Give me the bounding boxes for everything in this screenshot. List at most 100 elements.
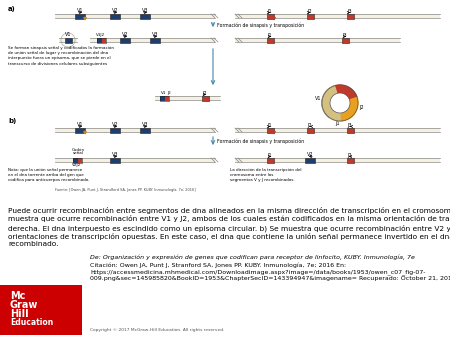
Text: orientaciones de transcripción opuestas. En este caso, el dna que contiene la un: orientaciones de transcripción opuestas.… xyxy=(8,233,450,240)
Bar xyxy=(55,128,215,132)
Text: J2: J2 xyxy=(360,104,364,110)
Text: V1: V1 xyxy=(77,122,83,127)
Bar xyxy=(120,38,130,43)
Text: a): a) xyxy=(8,6,16,12)
Bar xyxy=(306,127,314,132)
Bar xyxy=(266,38,274,43)
Bar xyxy=(78,158,82,163)
Bar xyxy=(305,158,315,163)
Text: Puede ocurrir recombinación entre segmentos de dna alineados en la misma direcci: Puede ocurrir recombinación entre segmen… xyxy=(8,207,450,215)
Bar xyxy=(235,158,440,162)
Text: señal: señal xyxy=(72,151,83,155)
Text: Nota: que la unión señal permanece
en el dna torrente arriba del gen que
codific: Nota: que la unión señal permanece en el… xyxy=(8,168,90,183)
Text: b): b) xyxy=(8,118,16,124)
Bar xyxy=(150,38,160,43)
Text: J1: J1 xyxy=(268,8,272,14)
Bar xyxy=(306,14,314,19)
Text: J2: J2 xyxy=(202,91,207,96)
Text: Fuente: [Owen JA, Punt J, Strandford SA, Jones PP. KUBY. Inmunología, 7e; 2016]: Fuente: [Owen JA, Punt J, Strandford SA,… xyxy=(55,188,196,192)
Text: V3: V3 xyxy=(112,152,118,158)
Bar xyxy=(64,38,72,43)
Text: V2J2: V2J2 xyxy=(72,163,81,167)
Polygon shape xyxy=(329,85,357,100)
Text: V1: V1 xyxy=(65,32,71,38)
Bar xyxy=(140,14,150,19)
Text: muestra que ocurre recombinación entre V1 y J2, ambos de los cuales están codifi: muestra que ocurre recombinación entre V… xyxy=(8,216,450,222)
Text: Codón: Codón xyxy=(72,148,85,152)
Polygon shape xyxy=(84,18,86,20)
Bar xyxy=(55,158,215,162)
Text: J3: J3 xyxy=(348,8,352,14)
Text: J1: J1 xyxy=(268,152,272,158)
Text: V1: V1 xyxy=(315,97,321,101)
Text: V1J2: V1J2 xyxy=(96,33,106,37)
Text: Citación: Owen JA, Punt J, Stranford SA, Jones PP. KUBY. Inmunología, 7e; 2016 E: Citación: Owen JA, Punt J, Stranford SA,… xyxy=(90,262,346,267)
Text: derecha. El dna interpuesto es escindido como un episoma circular. b) Se muestra: derecha. El dna interpuesto es escindido… xyxy=(8,224,450,232)
Text: J1: J1 xyxy=(268,122,272,127)
Polygon shape xyxy=(322,86,340,121)
Bar xyxy=(266,158,274,163)
Bar xyxy=(75,14,85,19)
Text: J3: J3 xyxy=(348,122,352,127)
Text: J2: J2 xyxy=(167,91,171,95)
Text: V3: V3 xyxy=(142,122,148,127)
Bar xyxy=(75,127,85,132)
Bar xyxy=(0,285,82,335)
Bar xyxy=(110,14,120,19)
Text: Copyright © 2017 McGraw-Hill Education. All rights reserved.: Copyright © 2017 McGraw-Hill Education. … xyxy=(90,328,225,332)
Bar xyxy=(165,96,169,100)
Bar xyxy=(140,127,150,132)
Text: V1: V1 xyxy=(161,91,166,95)
Text: V3: V3 xyxy=(142,8,148,14)
Bar xyxy=(346,127,354,132)
Bar xyxy=(73,158,78,163)
Text: Mc: Mc xyxy=(10,291,25,301)
Bar xyxy=(110,158,120,163)
Bar xyxy=(160,96,165,100)
Bar xyxy=(73,158,82,163)
Bar xyxy=(235,128,440,132)
Text: J2: J2 xyxy=(308,8,312,14)
Text: Hill: Hill xyxy=(10,309,29,319)
Text: Se forman sinapsis señal y codificados la formación
de unión señal de lugar y re: Se forman sinapsis señal y codificados l… xyxy=(8,46,114,66)
Text: Graw: Graw xyxy=(10,300,38,310)
Polygon shape xyxy=(84,131,86,134)
Polygon shape xyxy=(322,89,334,118)
Text: La dirección de la transcripción del
cromosoma entre los
segmentos V y J recombi: La dirección de la transcripción del cro… xyxy=(230,168,302,183)
Text: https://accessmedicina.mhmedical.com/Downloadimage.aspx?image=/data/books/1953/o: https://accessmedicina.mhmedical.com/Dow… xyxy=(90,269,426,275)
Bar xyxy=(266,127,274,132)
Text: V3: V3 xyxy=(152,32,158,38)
Text: De: Organización y expresión de genes que codifican para receptor de linfocito, : De: Organización y expresión de genes qu… xyxy=(90,255,415,261)
Bar xyxy=(90,38,215,42)
Bar xyxy=(346,14,354,19)
Text: J1: J1 xyxy=(336,121,340,126)
Polygon shape xyxy=(273,18,275,20)
Polygon shape xyxy=(273,131,275,134)
Text: Formación de sinapsis y transposición: Formación de sinapsis y transposición xyxy=(217,22,304,28)
Polygon shape xyxy=(340,97,358,121)
Text: V2: V2 xyxy=(112,8,118,14)
Text: V1: V1 xyxy=(77,8,83,14)
Text: V2: V2 xyxy=(307,152,313,158)
Bar xyxy=(346,158,354,163)
Bar xyxy=(110,127,120,132)
Bar xyxy=(97,38,106,43)
Bar xyxy=(266,14,274,19)
Text: V2: V2 xyxy=(122,32,128,38)
Bar xyxy=(342,38,348,43)
Bar xyxy=(102,38,106,43)
Text: J2: J2 xyxy=(308,122,312,127)
Bar xyxy=(97,38,102,43)
Text: Formación de sinapsis y transposición: Formación de sinapsis y transposición xyxy=(217,138,304,144)
Text: recombinado.: recombinado. xyxy=(8,241,58,247)
Circle shape xyxy=(330,93,350,113)
Bar xyxy=(235,38,400,42)
Bar xyxy=(59,38,77,42)
Bar xyxy=(155,96,220,100)
Text: J2: J2 xyxy=(348,152,352,158)
Text: J1: J1 xyxy=(268,32,272,38)
Bar xyxy=(55,14,215,18)
Text: Education: Education xyxy=(10,318,53,327)
Text: J3: J3 xyxy=(343,32,347,38)
Bar xyxy=(202,96,208,100)
